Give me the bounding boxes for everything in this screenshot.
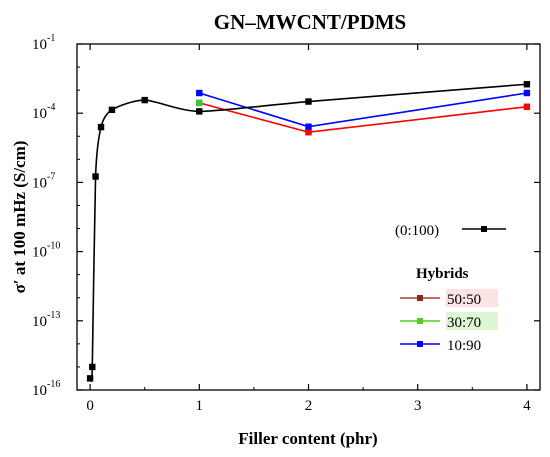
y-tick-exponent: -10	[47, 241, 60, 252]
legend-label-bg-30-70	[446, 312, 498, 330]
x-axis-label: Filler content (phr)	[238, 429, 377, 448]
y-tick-exponent: -1	[47, 33, 55, 44]
x-tick-label-4: 4	[523, 398, 531, 414]
y-axis-label: σ′ at 100 mHz (S/cm)	[10, 141, 29, 294]
data-point-0-100-0	[86, 375, 94, 382]
legend-label-bg-50-50	[446, 289, 498, 307]
data-point-10-90-1	[305, 123, 312, 130]
legend: (0:100) Hybrids 50:50 30:70 10:90	[395, 223, 506, 354]
legend-group-title: Hybrids	[416, 266, 469, 282]
x-tick-label-2: 2	[305, 398, 313, 414]
data-point-0-100-6	[196, 108, 203, 115]
y-tick-exponent: -13	[47, 310, 60, 321]
data-point-0-100-3	[97, 123, 105, 131]
y-tick-label: 10	[32, 314, 47, 330]
x-tick-label-0: 0	[86, 398, 94, 414]
data-point-0-100-8	[523, 81, 531, 88]
data-point-50-50-1	[305, 129, 312, 136]
legend-marker-10-90	[417, 341, 423, 347]
y-tick-label: 10	[32, 37, 47, 53]
data-point-10-90-0	[196, 89, 203, 97]
x-axis: 0 1 2 3 4	[86, 44, 531, 414]
y-tick-exponent: -7	[47, 171, 55, 182]
data-point-0-100-4	[108, 106, 116, 114]
series-layer	[86, 81, 531, 383]
legend-marker-30-70	[417, 318, 423, 324]
legend-marker-0-100	[481, 226, 487, 232]
y-tick-label: 10	[32, 245, 47, 261]
data-point-10-90-2	[523, 89, 531, 97]
x-tick-label-3: 3	[414, 398, 422, 414]
y-tick-label: 10	[32, 175, 47, 191]
chart-title: GN–MWCNT/PDMS	[214, 10, 407, 34]
y-tick-exponent: -16	[47, 379, 60, 390]
data-point-0-100-5	[141, 96, 148, 104]
x-tick-label-1: 1	[196, 398, 204, 414]
legend-label-50-50: 50:50	[447, 292, 481, 308]
data-point-30-70-0	[196, 99, 203, 107]
y-tick-label: 10	[32, 383, 47, 399]
legend-marker-50-50	[417, 295, 423, 301]
legend-label-10-90: 10:90	[447, 338, 481, 354]
data-point-0-100-1	[89, 363, 96, 371]
data-point-50-50-2	[523, 103, 531, 110]
y-tick-label: 10	[32, 106, 47, 122]
y-tick-exponent: -4	[47, 102, 55, 113]
legend-label-30-70: 30:70	[447, 315, 481, 331]
data-point-0-100-2	[92, 173, 99, 180]
legend-label-0-100: (0:100)	[395, 223, 439, 239]
series-line-10-90	[199, 92, 528, 128]
data-point-0-100-7	[305, 98, 312, 105]
